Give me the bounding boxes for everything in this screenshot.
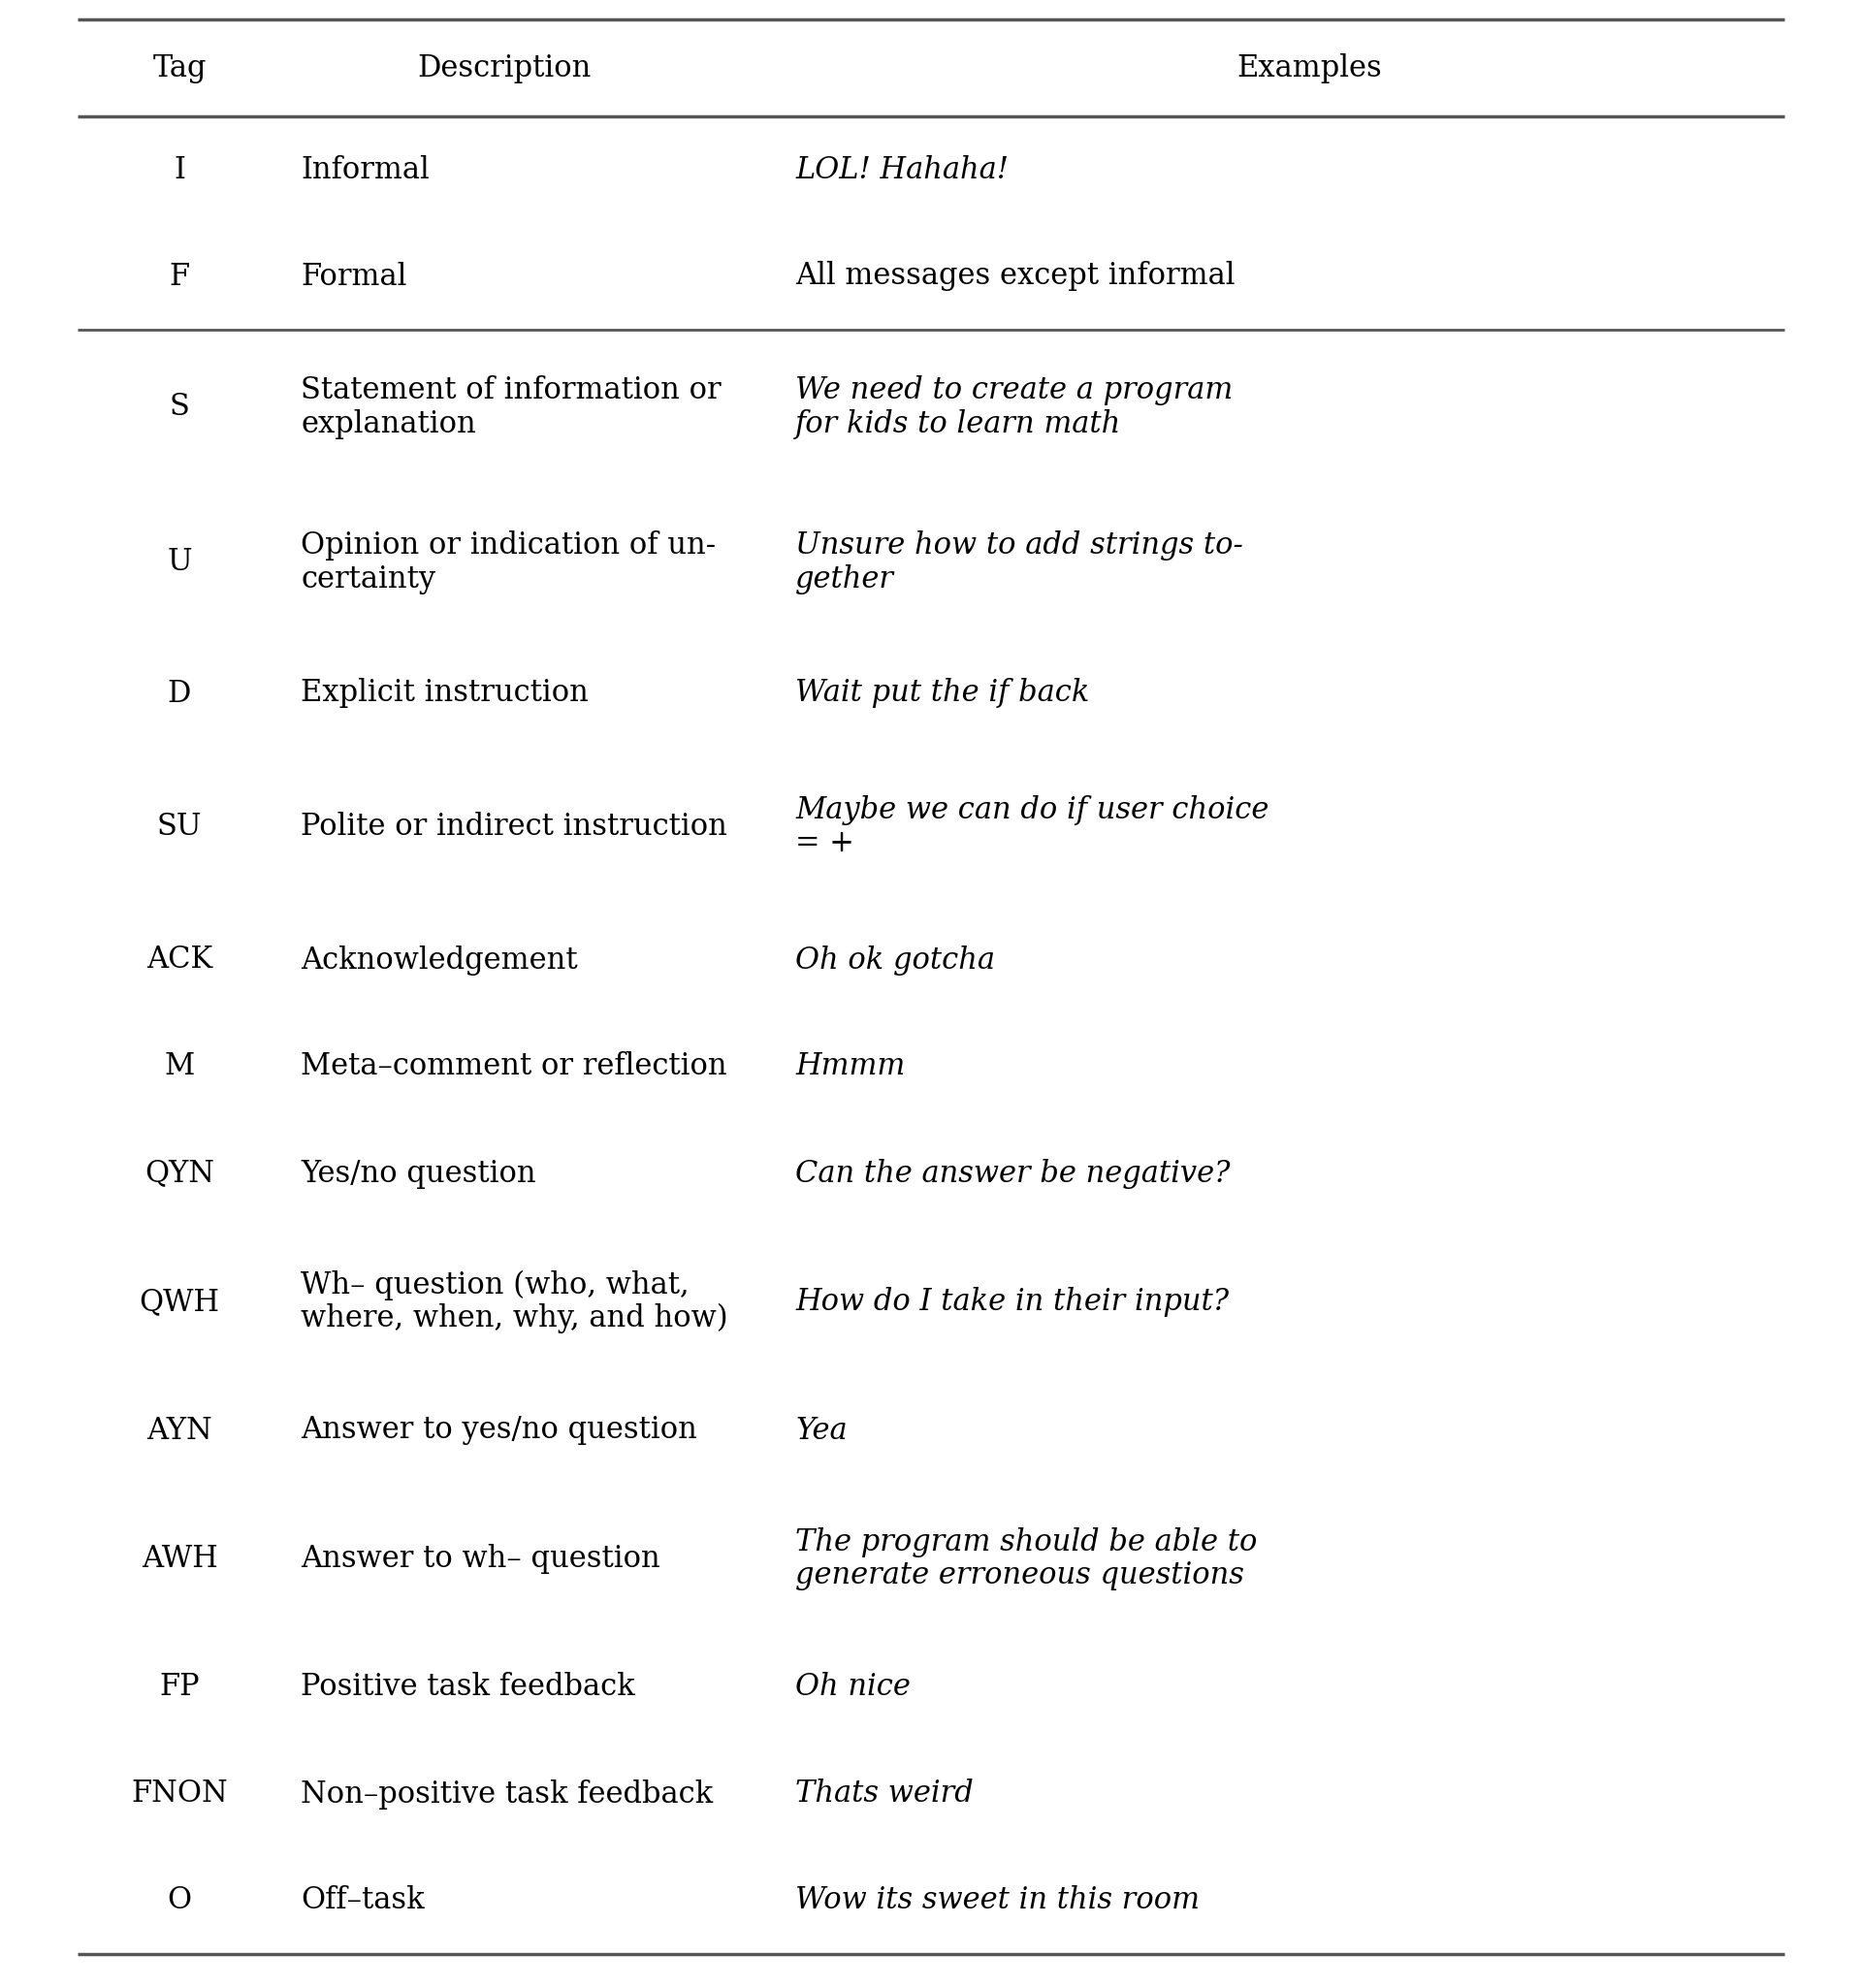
Text: M: M xyxy=(164,1052,194,1081)
Text: Unsure how to add strings to-: Unsure how to add strings to- xyxy=(795,531,1244,561)
Text: generate erroneous questions: generate erroneous questions xyxy=(795,1561,1244,1590)
Text: AWH: AWH xyxy=(142,1545,218,1574)
Text: Yes/no question: Yes/no question xyxy=(300,1159,536,1189)
Text: Wait put the if back: Wait put the if back xyxy=(795,678,1089,708)
Text: Yea: Yea xyxy=(795,1415,847,1445)
Text: Off–task: Off–task xyxy=(300,1887,425,1916)
Text: Can the answer be negative?: Can the answer be negative? xyxy=(795,1159,1231,1189)
Text: gether: gether xyxy=(795,565,894,594)
Text: Non–positive task feedback: Non–positive task feedback xyxy=(300,1779,713,1809)
Text: certainty: certainty xyxy=(300,565,436,594)
Text: Wow its sweet in this room: Wow its sweet in this room xyxy=(795,1887,1199,1916)
Text: How do I take in their input?: How do I take in their input? xyxy=(795,1286,1229,1316)
Text: Hmmm: Hmmm xyxy=(795,1052,905,1081)
Text: Description: Description xyxy=(417,54,592,83)
Text: Polite or indirect instruction: Polite or indirect instruction xyxy=(300,811,728,841)
Text: QWH: QWH xyxy=(140,1286,220,1316)
Text: Acknowledgement: Acknowledgement xyxy=(300,944,577,974)
Text: F: F xyxy=(169,260,190,292)
Text: where, when, why, and how): where, when, why, and how) xyxy=(300,1304,728,1334)
Text: SU: SU xyxy=(156,811,201,841)
Text: Statement of information or: Statement of information or xyxy=(300,376,721,406)
Text: O: O xyxy=(168,1887,192,1916)
Text: D: D xyxy=(168,678,192,708)
Text: All messages except informal: All messages except informal xyxy=(795,260,1235,292)
Text: U: U xyxy=(168,547,192,577)
Text: Tag: Tag xyxy=(153,54,207,83)
Text: I: I xyxy=(173,155,184,185)
Text: Explicit instruction: Explicit instruction xyxy=(300,678,588,708)
Text: We need to create a program: We need to create a program xyxy=(795,376,1233,406)
Text: FNON: FNON xyxy=(130,1779,227,1809)
Text: Meta–comment or reflection: Meta–comment or reflection xyxy=(300,1052,726,1081)
Text: Positive task feedback: Positive task feedback xyxy=(300,1672,635,1702)
Text: for kids to learn math: for kids to learn math xyxy=(795,410,1121,439)
Text: AYN: AYN xyxy=(147,1415,212,1445)
Text: Answer to yes/no question: Answer to yes/no question xyxy=(300,1415,696,1445)
Text: Examples: Examples xyxy=(1236,54,1382,83)
Text: explanation: explanation xyxy=(300,410,477,439)
Text: Oh nice: Oh nice xyxy=(795,1672,911,1702)
Text: S: S xyxy=(169,392,190,421)
Text: FP: FP xyxy=(160,1672,199,1702)
Text: Oh ok gotcha: Oh ok gotcha xyxy=(795,944,994,974)
Text: Wh– question (who, what,: Wh– question (who, what, xyxy=(300,1270,689,1300)
Text: Informal: Informal xyxy=(300,155,430,185)
Text: ACK: ACK xyxy=(147,944,212,974)
Text: The program should be able to: The program should be able to xyxy=(795,1527,1257,1557)
Text: LOL! Hahaha!: LOL! Hahaha! xyxy=(795,155,1009,185)
Text: = +: = + xyxy=(795,829,855,859)
Text: QYN: QYN xyxy=(145,1159,214,1189)
Text: Maybe we can do if user choice: Maybe we can do if user choice xyxy=(795,795,1268,825)
Text: Answer to wh– question: Answer to wh– question xyxy=(300,1545,661,1574)
Text: Formal: Formal xyxy=(300,260,406,292)
Text: Thats weird: Thats weird xyxy=(795,1779,974,1809)
Text: Opinion or indication of un-: Opinion or indication of un- xyxy=(300,531,715,561)
